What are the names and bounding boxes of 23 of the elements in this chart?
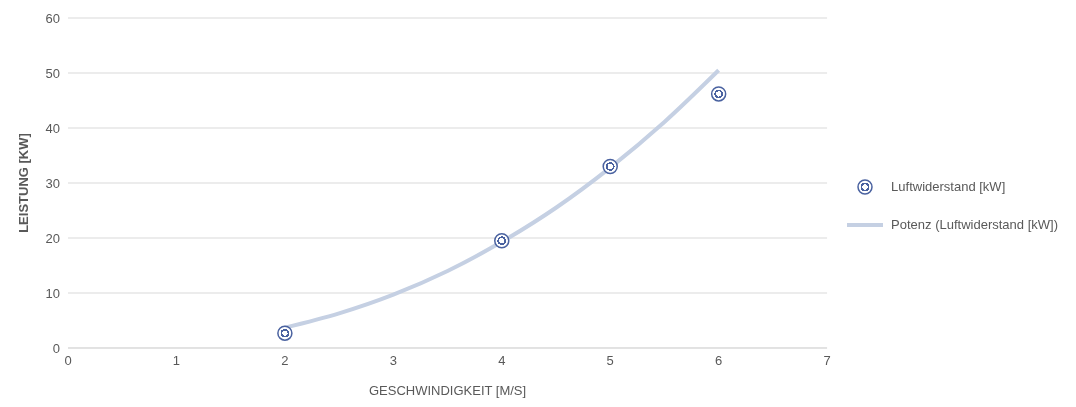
point bbox=[602, 158, 618, 175]
x-tick-label: 7 bbox=[823, 353, 831, 369]
x-tick-label: 4 bbox=[498, 353, 506, 369]
legend-label: Luftwiderstand [kW] bbox=[891, 179, 1006, 194]
point bbox=[494, 233, 510, 249]
y-tick-label: 60 bbox=[45, 10, 60, 26]
point bbox=[710, 86, 727, 102]
y-axis-title: LEISTUNG [KW] bbox=[15, 133, 31, 233]
x-tick-label: 5 bbox=[606, 353, 614, 369]
x-tick-label: 2 bbox=[281, 353, 289, 369]
x-tick-label: 0 bbox=[64, 353, 72, 369]
x-tick-label: 3 bbox=[389, 353, 397, 369]
x-tick-label: 6 bbox=[715, 353, 723, 369]
y-tick-label: 0 bbox=[52, 340, 60, 356]
y-tick-label: 50 bbox=[45, 65, 60, 81]
y-tick-label: 10 bbox=[45, 285, 60, 301]
y-tick-label: 30 bbox=[45, 175, 60, 191]
x-tick-label: 1 bbox=[172, 353, 181, 369]
legend-label: Potenz (Luftwiderstand [kW]) bbox=[891, 217, 1058, 232]
point bbox=[277, 325, 293, 341]
y-tick-label: 20 bbox=[45, 230, 60, 246]
x-axis-title: GESCHWINDIGKEIT [M/S] bbox=[368, 383, 527, 399]
y-tick-label: 40 bbox=[45, 120, 60, 136]
